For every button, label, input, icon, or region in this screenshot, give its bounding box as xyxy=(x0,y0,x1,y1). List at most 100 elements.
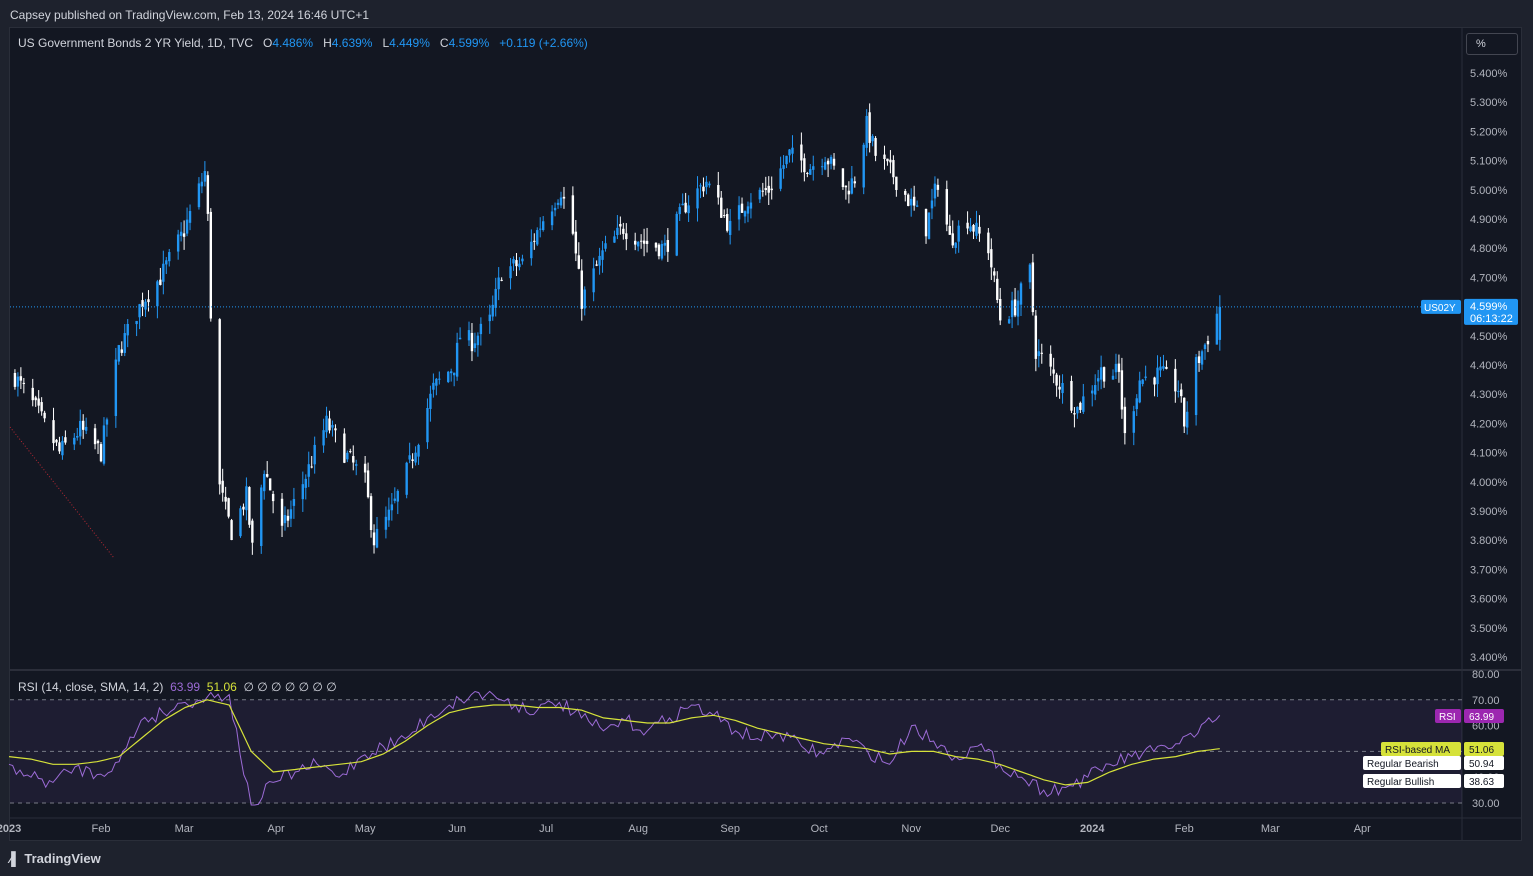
price-tick-label: 4.700% xyxy=(1470,272,1508,284)
candle-body xyxy=(64,437,67,443)
rsi-tick-label: 70.00 xyxy=(1472,695,1500,707)
candle-body xyxy=(927,212,931,239)
candle-body xyxy=(185,219,189,234)
candle-body xyxy=(604,243,607,249)
candle-body xyxy=(218,319,221,485)
candle-body xyxy=(494,288,497,308)
footer-brand-text: TradingView xyxy=(24,851,101,866)
candle-body xyxy=(372,532,376,546)
candle-body xyxy=(197,183,201,208)
rsi-title[interactable]: RSI (14, close, SMA, 14, 2) xyxy=(18,680,164,694)
candle-body xyxy=(411,459,414,461)
candle-body xyxy=(829,156,833,164)
rsi-tick-label: 30.00 xyxy=(1472,798,1500,810)
candle-body xyxy=(375,528,379,548)
candle-body xyxy=(289,509,293,519)
candle-body xyxy=(1203,344,1207,350)
candle-body xyxy=(957,225,960,242)
candle-body xyxy=(725,214,729,231)
bearish-tag-label: Regular Bearish xyxy=(1367,759,1439,770)
candle-body xyxy=(114,359,118,416)
candle-body xyxy=(141,300,144,308)
candle-body xyxy=(168,252,171,262)
candle-body xyxy=(737,205,741,220)
candle-body xyxy=(574,231,578,254)
candle-body xyxy=(720,197,723,218)
candle-body xyxy=(387,509,391,521)
price-tick-label: 5.000% xyxy=(1470,185,1508,197)
candle-body xyxy=(245,486,248,511)
candle-body xyxy=(265,474,269,477)
candle-body xyxy=(1132,411,1135,433)
candle-body xyxy=(31,387,34,401)
legend-open-label: O xyxy=(263,36,273,50)
candle-body xyxy=(708,183,711,186)
candle-body xyxy=(325,415,328,433)
candle-body xyxy=(156,281,159,307)
candle-body xyxy=(616,227,619,236)
candle-body xyxy=(853,181,857,184)
price-tick-label: 4.100% xyxy=(1470,448,1508,460)
candle-body xyxy=(654,242,658,248)
candle-body xyxy=(393,498,397,501)
candle-body xyxy=(452,372,456,376)
time-tick-label: Dec xyxy=(990,823,1010,835)
candle-body xyxy=(76,435,79,438)
candle-body xyxy=(1058,386,1061,390)
candle-body xyxy=(1111,375,1115,380)
candle-body xyxy=(930,200,934,209)
candle-body xyxy=(479,323,483,335)
candle-body xyxy=(978,226,981,234)
candle-body xyxy=(924,208,928,237)
candle-body xyxy=(553,207,557,211)
candle-body xyxy=(301,484,305,500)
price-tag-text: 4.599% xyxy=(1470,301,1508,313)
candle-body xyxy=(702,186,705,192)
candle-body xyxy=(987,232,990,254)
rsi-legend-extras: ∅ ∅ ∅ ∅ ∅ ∅ ∅ xyxy=(243,680,337,694)
candle-body xyxy=(159,279,162,285)
candle-body xyxy=(904,190,907,195)
candle-body xyxy=(455,342,459,377)
candle-body xyxy=(933,183,937,199)
footer-brand[interactable]: ⁄▌ TradingView xyxy=(10,851,101,866)
legend-symbol[interactable]: US Government Bonds 2 YR Yield, 1D, TVC xyxy=(18,36,254,50)
candle-body xyxy=(435,378,438,386)
candle-body xyxy=(1194,357,1198,416)
time-tick-label: Apr xyxy=(1354,823,1371,835)
time-tick-label: 2023 xyxy=(0,823,21,835)
price-tick-label: 5.300% xyxy=(1470,97,1508,109)
candle-body xyxy=(909,198,913,206)
candle-body xyxy=(915,205,919,207)
candle-body xyxy=(812,166,815,170)
candle-body xyxy=(571,195,575,234)
tradingview-logo-icon: ⁄▌ xyxy=(10,851,20,866)
candle-body xyxy=(417,444,420,457)
legend-close-label: C xyxy=(439,36,449,50)
candle-body xyxy=(22,382,26,384)
candle-body xyxy=(539,228,542,230)
candle-body xyxy=(1007,319,1011,324)
candle-body xyxy=(1061,383,1064,394)
candle-body xyxy=(200,181,204,187)
bullish-tag-label: Regular Bullish xyxy=(1367,777,1434,788)
candle-body xyxy=(788,149,791,156)
candle-body xyxy=(1180,389,1183,397)
rsi-tag-value: 63.99 xyxy=(1469,712,1494,723)
candle-body xyxy=(1153,377,1156,385)
candle-body xyxy=(102,425,106,464)
time-tick-label: Mar xyxy=(175,823,194,835)
candle-body xyxy=(761,190,765,192)
candle-body xyxy=(343,433,346,463)
percent-scale-button[interactable]: % xyxy=(1466,33,1518,55)
candle-body xyxy=(791,147,794,154)
chart-frame[interactable] xyxy=(9,27,1522,841)
candle-body xyxy=(1102,367,1106,382)
legend-low-value: 4.449% xyxy=(389,36,430,50)
candle-body xyxy=(892,160,895,178)
rsi-tick-label: 80.00 xyxy=(1472,669,1500,681)
candle-body xyxy=(73,437,76,445)
candle-body xyxy=(346,452,349,460)
